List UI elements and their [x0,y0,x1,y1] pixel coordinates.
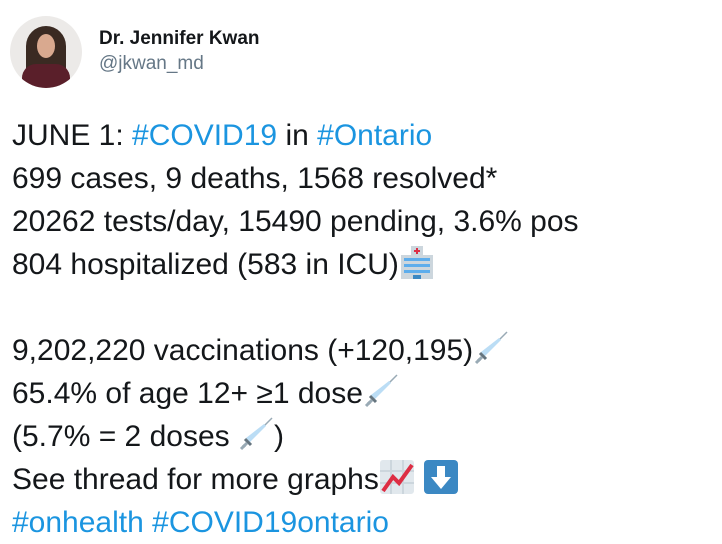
hashtag-ontario[interactable]: #Ontario [317,119,433,152]
hashtag-covid19ontario[interactable]: #COVID19ontario [152,506,389,539]
hashtag-covid19[interactable]: #COVID19 [132,119,278,152]
hashtag-onhealth[interactable]: #onhealth [12,506,144,539]
tests-line: 20262 tests/day, 15490 pending, 3.6% pos [12,205,579,238]
avatar[interactable] [10,16,82,88]
dose-line: 65.4% of age 12+ ≥1 dose [12,377,363,410]
author-name[interactable]: Dr. Jennifer Kwan [99,28,260,49]
two-dose-line: (5.7% = 2 doses [12,420,238,453]
chart-increasing-icon [379,460,414,494]
vaccinations-line: 9,202,220 vaccinations (+120,195) [12,334,474,367]
syringe-icon [475,331,508,365]
syringe-icon [239,417,273,451]
text: in [277,119,318,152]
down-arrow-icon [424,460,459,494]
syringe-icon [364,374,398,408]
tweet-header: Dr. Jennifer Kwan @jkwan_md [10,16,260,88]
text: ) [273,420,284,453]
cases-line: 699 cases, 9 deaths, 1568 resolved* [12,162,498,195]
hospital-line: 804 hospitalized (583 in ICU) [12,248,399,281]
hospital-icon [400,246,433,279]
text: JUNE 1: [12,119,133,152]
tweet-text: JUNE 1: #COVID19 in #Ontario 699 cases, … [12,114,579,544]
author-handle[interactable]: @jkwan_md [99,53,204,74]
thread-line: See thread for more graphs [12,463,379,496]
